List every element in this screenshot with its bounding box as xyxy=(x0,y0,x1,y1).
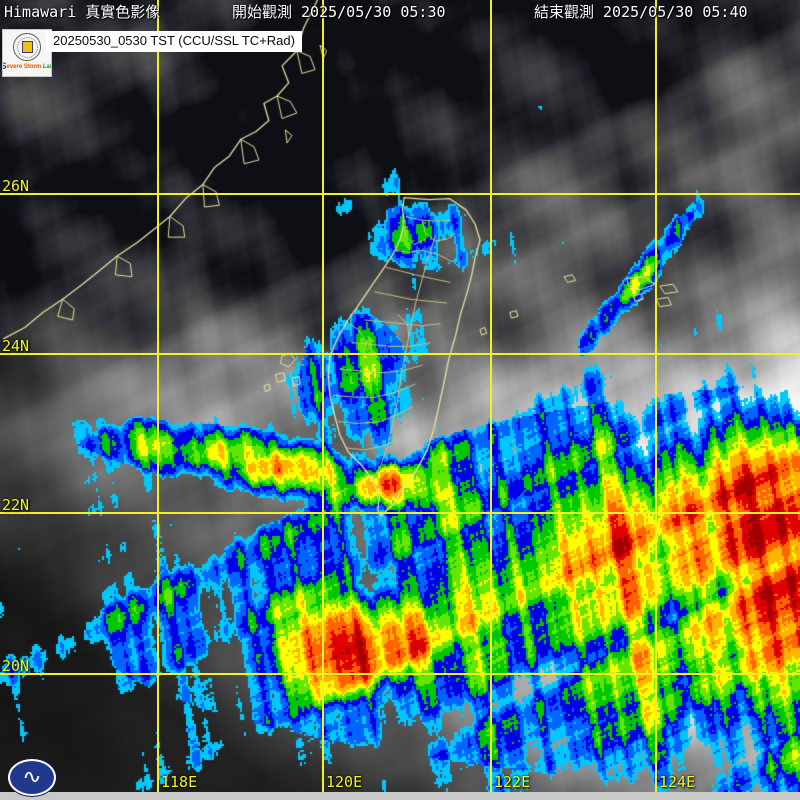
cwa-agency-logo: ∿ xyxy=(8,759,56,796)
university-seal-icon xyxy=(13,33,41,61)
file-name-label: 20250530_0530 TST (CCU/SSL TC+Rad) xyxy=(46,31,302,52)
lab-wordmark: Severe Storm Lab xyxy=(3,61,51,71)
wordmark-middle: evere Storm xyxy=(6,64,42,70)
wordmark-initial: S xyxy=(3,61,7,71)
agency-badge-oval: ∿ xyxy=(8,759,56,796)
wordmark-lab: Lab xyxy=(42,64,51,70)
bottom-border-strip xyxy=(0,792,800,800)
cyclone-swirl-icon: ∿ xyxy=(22,766,42,788)
seal-crest-icon xyxy=(21,41,33,53)
ccu-ssl-logo: Severe Storm Lab xyxy=(3,30,51,76)
